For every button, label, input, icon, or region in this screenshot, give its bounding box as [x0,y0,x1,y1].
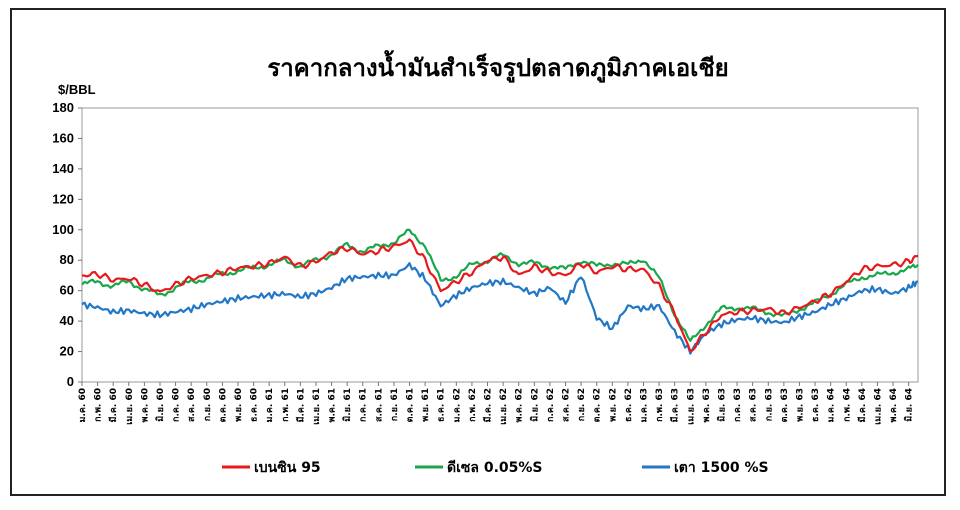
x-tick-label: ม.ค. 60 [78,388,88,422]
x-tick-label: ธ.ค. 61 [437,388,447,422]
x-tick-label: ต.ค. 61 [406,388,416,422]
legend-label: เตา 1500 %S [674,460,769,476]
x-tick-label: ต.ค. 62 [593,388,603,422]
x-axis: ม.ค. 60 ก.พ. 60 มี.ค. 60 เม.ย. 60 พ.ค. 60 มิ.… [78,382,915,425]
x-tick-label: ก.ย. 62 [577,388,587,421]
y-tick-label: 120 [52,191,74,206]
x-tick-label: ก.ย. 60 [203,388,213,421]
x-tick-label: เม.ย. 63 [686,388,696,425]
x-tick-label: พ.ค. 60 [140,388,150,422]
chart-title: ราคากลางน้ำมันสำเร็จรูปตลาดภูมิภาคเอเชีย [267,49,728,83]
series-lines [81,228,919,355]
y-tick-label: 160 [52,130,74,145]
chart-frame [10,8,946,496]
x-tick-label: ก.ค. 61 [359,388,369,422]
x-tick-label: ก.ค. 60 [172,388,182,422]
x-tick-label: ส.ค. 61 [374,388,384,422]
x-tick-label: ธ.ค. 62 [624,388,634,422]
y-tick-label: 0 [67,374,74,389]
y-tick-label: 80 [60,252,74,267]
y-tick-label: 180 [52,100,74,115]
series-line [81,262,919,355]
x-tick-label: เม.ย. 62 [499,388,509,425]
x-tick-label: มิ.ย. 61 [342,388,353,422]
x-tick-label: ต.ค. 63 [780,388,790,422]
x-tick-label: ม.ค. 63 [639,388,649,422]
x-tick-label: ก.พ. 62 [468,388,478,422]
x-tick-label: ธ.ค. 60 [250,388,260,422]
x-tick-label: ม.ค. 61 [265,388,275,422]
plot-area [81,107,919,383]
x-tick-label: ธ.ค. 63 [811,388,821,422]
x-tick-label: ก.พ. 64 [842,388,852,422]
x-tick-label: มิ.ย. 62 [529,388,540,422]
x-tick-label: ก.พ. 63 [655,388,665,422]
x-tick-label: ก.ค. 62 [546,388,556,422]
series-line [81,228,919,342]
y-tick-label: 40 [60,313,74,328]
x-tick-label: มี.ค. 60 [108,388,119,423]
x-tick-label: ก.พ. 60 [94,388,104,422]
x-tick-label: เม.ย. 64 [873,388,883,425]
x-tick-label: เม.ย. 60 [125,388,135,425]
x-tick-label: ก.ค. 63 [733,388,743,422]
x-tick-label: มี.ค. 63 [670,388,681,423]
legend-label: ดีเซล 0.05%S [447,460,542,476]
y-axis-unit: $/BBL [58,82,96,97]
x-tick-label: ส.ค. 60 [187,388,197,422]
x-tick-label: พ.ค. 61 [328,388,338,422]
y-tick-label: 100 [52,222,74,237]
x-tick-label: ต.ค. 60 [218,388,228,422]
x-tick-label: ก.ย. 63 [764,388,774,421]
x-tick-label: มิ.ย. 63 [716,388,727,422]
x-tick-label: เม.ย. 61 [312,388,322,425]
x-tick-label: มี.ค. 64 [857,388,868,423]
x-tick-label: มิ.ย. 64 [904,388,915,422]
x-tick-label: พ.ค. 62 [515,388,525,422]
x-tick-label: พ.ย. 62 [608,388,618,422]
x-tick-label: พ.ย. 63 [795,388,805,422]
legend-label: เบนซิน 95 [254,460,321,476]
x-tick-label: พ.ย. 61 [421,388,431,422]
x-tick-label: พ.ค. 64 [889,388,899,422]
x-tick-label: ก.พ. 61 [281,388,291,422]
x-tick-label: พ.ย. 60 [234,388,244,422]
y-tick-label: 140 [52,161,74,176]
x-tick-label: ส.ค. 63 [749,388,759,422]
x-tick-label: ส.ค. 62 [562,388,572,422]
y-tick-label: 20 [60,344,74,359]
x-tick-label: ม.ค. 64 [827,388,837,422]
x-tick-label: ม.ค. 62 [452,388,462,422]
legend: เบนซิน 95 ดีเซล 0.05%S เตา 1500 %S [222,460,769,476]
x-tick-label: ก.ย. 61 [390,388,400,421]
y-axis: 0 20 40 60 80 100 120 140 160 180 [52,100,82,389]
series-line [81,238,919,353]
x-tick-label: มี.ค. 61 [295,388,306,423]
x-tick-label: พ.ค. 63 [702,388,712,422]
x-tick-label: มี.ค. 62 [483,388,494,423]
y-tick-label: 60 [60,283,74,298]
x-tick-label: มิ.ย. 60 [155,388,166,422]
